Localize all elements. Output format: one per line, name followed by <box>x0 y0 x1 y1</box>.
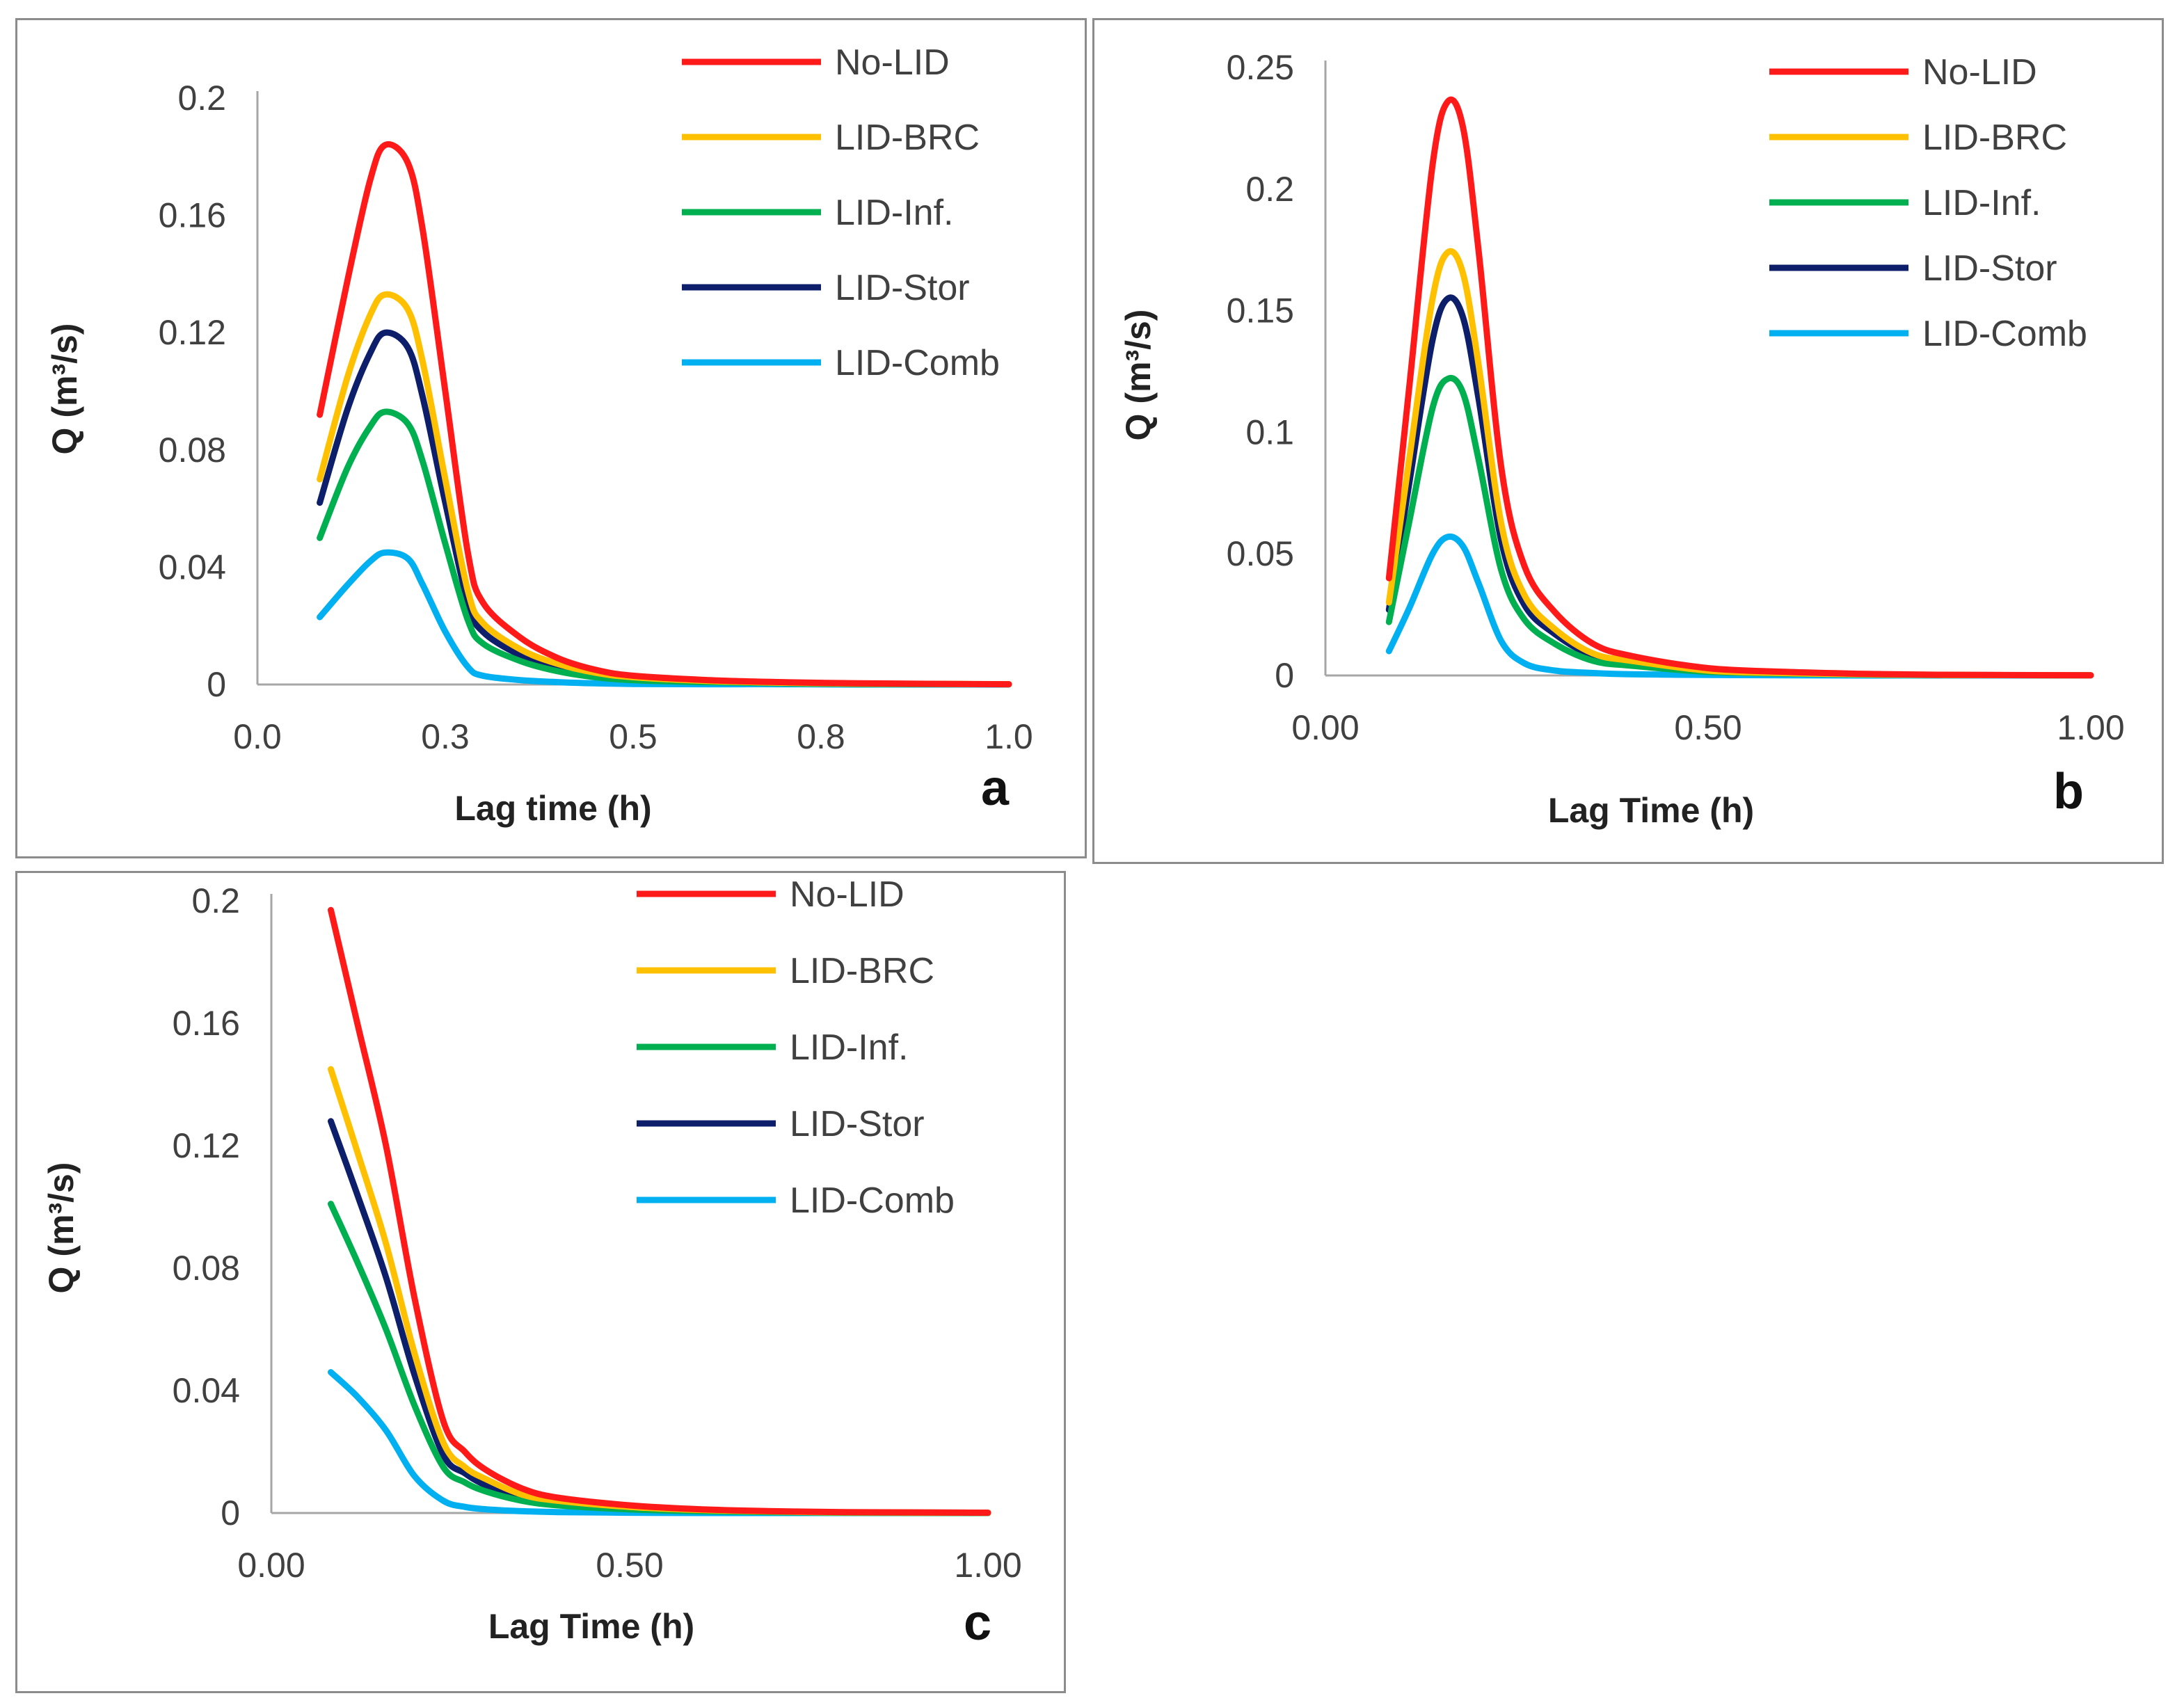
chart-c-svg: 0 0.04 0.08 0.12 0.16 0.2 0.00 0.50 1.00 Lag Time… <box>42 874 1022 1651</box>
chart-a-y-tick-label: 0.08 <box>159 431 226 470</box>
chart-a-x-tick-label: 1.0 <box>985 717 1033 756</box>
chart-b-legend-item: LID-Comb <box>1769 314 2087 354</box>
chart-b-legend-item: LID-BRC <box>1769 118 2067 158</box>
chart-b-series-line-lid-comb <box>1385 533 2094 679</box>
chart-a-x-axis-title: Lag time (h) <box>454 789 651 828</box>
chart-c-legend-label: No-LID <box>790 874 904 915</box>
chart-a-x-tick-label: 0.0 <box>233 717 282 756</box>
chart-a-legend-label: LID-Inf. <box>835 193 954 233</box>
chart-c-y-tick-label: 0 <box>221 1494 240 1532</box>
chart-a-panel-letter: a <box>981 760 1010 816</box>
chart-a-legend-label: LID-Stor <box>835 268 970 308</box>
chart-c-x-tick-label: 0.00 <box>237 1546 305 1585</box>
chart-b-x-tick-label: 0.50 <box>1674 708 1741 747</box>
chart-c-panel-letter: c <box>964 1595 991 1651</box>
chart-a-series-line-lid-stor <box>317 329 1012 688</box>
chart-c-y-tick-label: 0.16 <box>173 1004 240 1043</box>
chart-c-series-line-no-lid <box>328 906 991 1516</box>
chart-a-series-line-lid-comb <box>317 549 1012 688</box>
chart-a-legend-item: LID-Comb <box>682 343 1000 383</box>
chart-b-x-tick-label: 0.00 <box>1291 708 1359 747</box>
chart-b-y-tick-label: 0.15 <box>1227 291 1294 330</box>
chart-b-x-axis-title: Lag Time (h) <box>1548 791 1754 830</box>
chart-c-y-tick-label: 0.08 <box>173 1249 240 1288</box>
chart-c-y-tick-label: 0.12 <box>173 1126 240 1165</box>
chart-panel-a: 0 0.04 0.08 0.12 0.16 0.2 0.0 0.3 0.5 0.8 1.0 Lag t… <box>15 18 1087 858</box>
chart-panel-c: 0 0.04 0.08 0.12 0.16 0.2 0.00 0.50 1.00 Lag Time… <box>15 871 1066 1693</box>
chart-b-y-tick-label: 0.1 <box>1245 413 1294 451</box>
chart-a-y-tick-label: 0 <box>207 665 226 704</box>
chart-a-y-tick-label: 0.12 <box>159 313 226 352</box>
chart-a-legend-item: LID-BRC <box>682 118 980 158</box>
chart-a-legend-label: No-LID <box>835 42 950 83</box>
chart-panel-b: 0 0.05 0.1 0.15 0.2 0.25 0.00 0.50 1.00 Lag Time … <box>1092 18 2164 864</box>
chart-b-legend-label: No-LID <box>1922 52 2037 93</box>
chart-a-x-tick-label: 0.3 <box>421 717 470 756</box>
chart-a-series-line-no-lid <box>317 141 1012 688</box>
chart-c-legend-item: No-LID <box>637 874 904 915</box>
chart-c-legend-label: LID-Inf. <box>790 1027 909 1068</box>
chart-b-y-tick-label: 0.05 <box>1227 534 1294 573</box>
chart-b-legend-label: LID-Stor <box>1922 248 2057 289</box>
chart-b-legend-item: No-LID <box>1769 52 2037 93</box>
chart-a-legend-label: LID-Comb <box>835 343 1000 383</box>
chart-a-y-tick-label: 0.16 <box>159 196 226 235</box>
chart-c-y-tick-label: 0.04 <box>173 1371 240 1410</box>
chart-b-y-tick-label: 0 <box>1275 656 1294 695</box>
chart-b-legend-item: LID-Stor <box>1769 248 2057 289</box>
chart-b-legend-label: LID-Comb <box>1922 314 2087 354</box>
chart-a-legend-item: No-LID <box>682 42 950 83</box>
chart-b-svg: 0 0.05 0.1 0.15 0.2 0.25 0.00 0.50 1.00 Lag Time … <box>1119 48 2125 830</box>
chart-a-y-tick-label: 0.04 <box>159 547 226 586</box>
chart-c-legend-item: LID-BRC <box>637 951 934 991</box>
chart-a-y-tick-label: 0.2 <box>177 79 226 118</box>
chart-c-x-tick-label: 1.00 <box>954 1546 1021 1585</box>
chart-c-legend-label: LID-BRC <box>790 951 934 991</box>
chart-c-legend-label: LID-Stor <box>790 1104 925 1144</box>
chart-c-y-axis-title: Q (m³/s) <box>42 1162 81 1294</box>
chart-c-legend-item: LID-Stor <box>637 1104 925 1144</box>
chart-a-legend-label: LID-BRC <box>835 118 980 158</box>
chart-c-legend-item: LID-Inf. <box>637 1027 909 1068</box>
chart-a-series-line-lid-inf <box>317 408 1012 688</box>
chart-b-y-tick-label: 0.2 <box>1245 170 1294 209</box>
chart-a-x-tick-label: 0.5 <box>609 717 657 756</box>
chart-c-y-tick-label: 0.2 <box>191 881 240 920</box>
chart-b-legend-item: LID-Inf. <box>1769 183 2041 223</box>
chart-a-y-axis-title: Q (m³/s) <box>45 323 84 455</box>
chart-b-x-tick-label: 1.00 <box>2057 708 2124 747</box>
chart-b-legend-label: LID-Inf. <box>1922 183 2041 223</box>
chart-a-svg: 0 0.04 0.08 0.12 0.16 0.2 0.0 0.3 0.5 0.8 1.0 Lag t… <box>45 42 1033 828</box>
chart-c-legend-item: LID-Comb <box>637 1180 955 1221</box>
chart-c-legend-label: LID-Comb <box>790 1180 955 1221</box>
chart-a-legend-item: LID-Inf. <box>682 193 954 233</box>
chart-b-y-axis-title: Q (m³/s) <box>1119 310 1158 441</box>
chart-b-legend-label: LID-BRC <box>1922 118 2067 158</box>
chart-c-x-tick-label: 0.50 <box>596 1546 663 1585</box>
chart-b-y-tick-label: 0.25 <box>1227 48 1294 87</box>
chart-c-x-axis-title: Lag Time (h) <box>488 1607 694 1646</box>
chart-a-x-tick-label: 0.8 <box>797 717 845 756</box>
chart-b-panel-letter: b <box>2053 764 2084 819</box>
chart-b-series-line-no-lid <box>1385 96 2094 679</box>
chart-a-legend-item: LID-Stor <box>682 268 970 308</box>
